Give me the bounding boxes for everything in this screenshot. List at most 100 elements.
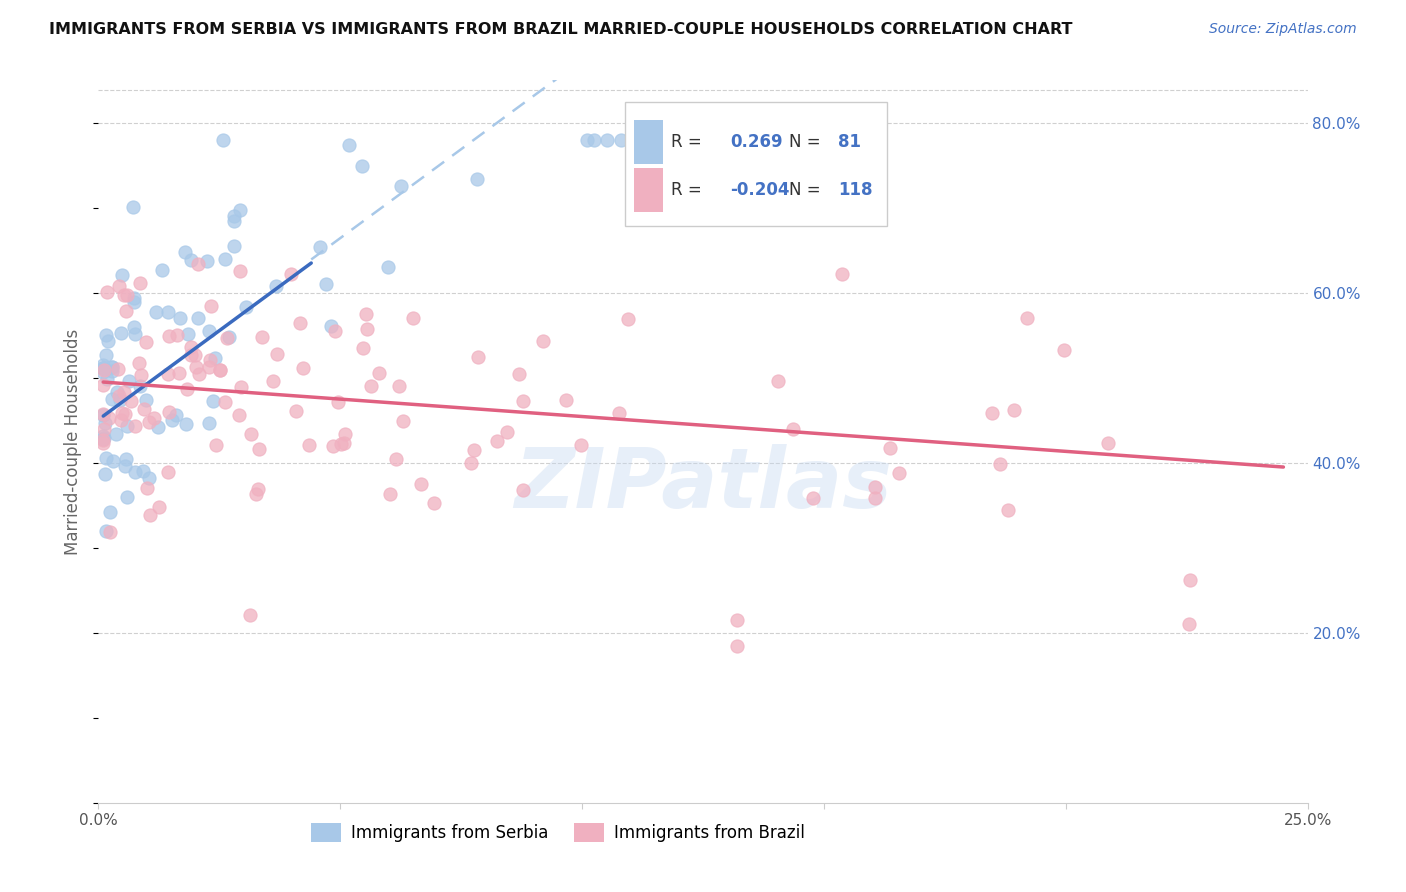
Point	[863, 491, 886, 505]
Point	[91, 365, 114, 379]
Point	[766, 374, 789, 388]
Point	[280, 267, 302, 281]
Point	[180, 347, 202, 361]
Point	[187, 367, 209, 381]
Text: R =: R =	[672, 133, 702, 151]
Point	[508, 367, 530, 381]
Point	[136, 481, 159, 495]
FancyBboxPatch shape	[626, 102, 887, 226]
Text: 81: 81	[838, 133, 860, 151]
Point	[91, 360, 114, 375]
Point	[148, 500, 170, 515]
Point	[139, 508, 162, 523]
Point	[91, 407, 114, 421]
Point	[262, 374, 284, 388]
Point	[111, 268, 134, 283]
Point	[111, 406, 134, 420]
Point	[110, 392, 132, 407]
Point	[91, 433, 114, 447]
Point	[512, 483, 534, 497]
Point	[167, 366, 190, 380]
Point	[101, 359, 124, 374]
Point	[1177, 617, 1199, 632]
Point	[110, 413, 132, 427]
Point	[1097, 436, 1119, 450]
Point	[607, 406, 630, 420]
Point	[169, 311, 191, 326]
Point	[96, 450, 118, 465]
Text: -0.204: -0.204	[730, 181, 790, 199]
Point	[467, 350, 489, 364]
Point	[91, 408, 114, 422]
Point	[264, 279, 287, 293]
Point	[124, 326, 146, 341]
Point	[200, 299, 222, 313]
FancyBboxPatch shape	[634, 120, 662, 164]
Point	[97, 334, 120, 349]
Point	[247, 482, 270, 496]
Point	[156, 465, 179, 479]
Point	[214, 395, 236, 409]
Point	[1053, 343, 1076, 358]
Point	[114, 303, 136, 318]
Point	[322, 439, 344, 453]
Point	[105, 385, 128, 400]
Point	[156, 367, 179, 381]
Point	[569, 438, 592, 452]
Point	[198, 324, 221, 338]
Point	[298, 438, 321, 452]
Point	[180, 253, 202, 268]
Point	[409, 476, 432, 491]
Point	[94, 327, 117, 342]
Point	[209, 363, 232, 377]
Point	[329, 436, 352, 450]
Point	[129, 277, 152, 291]
Point	[91, 360, 114, 375]
Point	[122, 320, 145, 334]
Point	[204, 437, 226, 451]
Point	[101, 392, 124, 407]
Point	[157, 405, 180, 419]
Point	[156, 305, 179, 319]
Point	[531, 334, 554, 349]
Point	[228, 408, 250, 422]
Point	[198, 353, 221, 368]
Point	[138, 470, 160, 484]
Point	[887, 466, 910, 480]
Point	[176, 382, 198, 396]
Point	[247, 442, 270, 457]
Point	[209, 362, 232, 376]
Point	[222, 214, 245, 228]
Point	[323, 325, 346, 339]
Point	[100, 360, 122, 375]
Point	[1002, 402, 1025, 417]
Point	[1178, 573, 1201, 587]
Point	[575, 133, 598, 147]
Point	[218, 330, 240, 344]
Point	[146, 419, 169, 434]
Point	[160, 413, 183, 427]
Point	[378, 486, 401, 500]
Point	[187, 257, 209, 271]
Point	[997, 503, 1019, 517]
Point	[94, 467, 117, 481]
Point	[114, 407, 136, 421]
Point	[214, 252, 236, 267]
Point	[112, 287, 135, 301]
Point	[180, 340, 202, 354]
Point	[107, 362, 129, 376]
Point	[122, 295, 145, 310]
Point	[245, 487, 267, 501]
Point	[863, 480, 886, 494]
Text: ZIPatlas: ZIPatlas	[515, 444, 891, 525]
Point	[142, 410, 165, 425]
Point	[184, 360, 207, 375]
Point	[624, 133, 647, 147]
Point	[145, 305, 167, 319]
Point	[122, 291, 145, 305]
Point	[135, 335, 157, 350]
Point	[725, 639, 748, 653]
Point	[98, 524, 121, 539]
Point	[204, 351, 226, 366]
Point	[115, 419, 138, 434]
